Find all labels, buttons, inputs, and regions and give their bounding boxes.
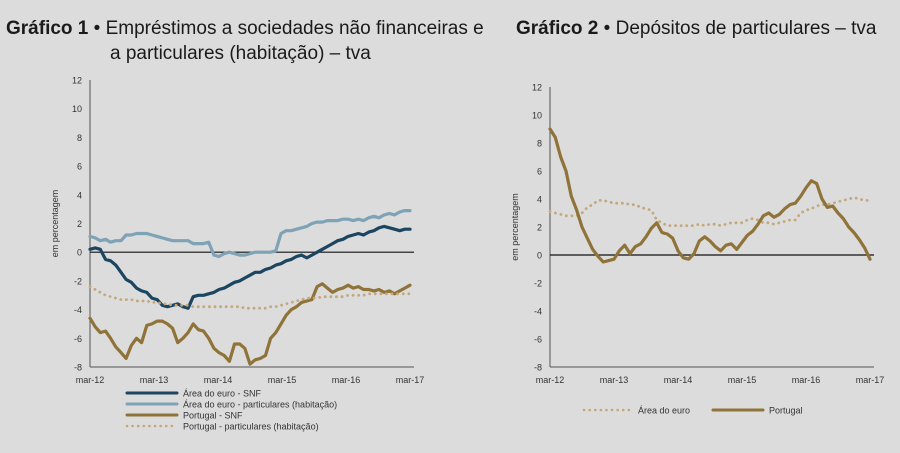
- chart-1-title-line-1: Gráfico 1 • Empréstimos a sociedades não…: [6, 18, 484, 39]
- chart-2-title-number: Gráfico 2: [516, 18, 599, 39]
- chart-1-y-tick-label: 12: [72, 76, 82, 86]
- chart-1-y-tick-label: 10: [72, 104, 82, 114]
- chart-2-x-tick-label: mar-14: [664, 375, 693, 385]
- chart-2-y-tick-label: 2: [537, 223, 542, 233]
- chart-1-x-tick-label: mar-13: [140, 375, 169, 385]
- chart-1-x-tick-label: mar-16: [332, 375, 361, 385]
- chart-1-y-tick-label: -4: [74, 305, 82, 315]
- chart-1-legend-label: Portugal - SNF: [183, 411, 243, 421]
- chart-2-y-tick-label: -6: [534, 335, 542, 345]
- chart-1-y-tick-label: 8: [77, 133, 82, 143]
- chart-2-plot: 12 10 8 6 4 2 0 -2 -4 -6 -8 mar-12 mar-13 mar-14 mar-1…: [510, 83, 885, 416]
- chart-2-title-text: Depósitos de particulares – tva: [615, 18, 877, 39]
- chart-1-series-line-2: [88, 209, 412, 259]
- chart-panel-1: Gráfico 1 • Empréstimos a sociedades não…: [6, 18, 484, 432]
- chart-2-y-tick-label: -4: [534, 307, 542, 317]
- chart-2-x-tick-label: mar-16: [792, 375, 821, 385]
- chart-1-legend-label: Portugal - particulares (habitação): [183, 422, 319, 432]
- chart-1-y-tick-label: -8: [74, 363, 82, 373]
- chart-1-x-tick-label: mar-15: [268, 375, 297, 385]
- chart-1-x-tick-label: mar-12: [76, 375, 105, 385]
- chart-2-y-tick-label: 4: [537, 195, 542, 205]
- chart-1-y-tick-label: 4: [77, 190, 82, 200]
- chart-2-legend-label: Portugal: [769, 406, 803, 416]
- chart-2-series-line-2: [548, 127, 872, 264]
- chart-1-y-tick-label: 0: [77, 248, 82, 258]
- chart-2-x-tick-label: mar-12: [536, 375, 565, 385]
- chart-2-y-tick-label: 10: [532, 111, 542, 121]
- chart-1-legend-label: Área do euro - particulares (habitação): [183, 400, 337, 410]
- chart-1-title-number: Gráfico 1: [6, 18, 89, 39]
- chart-1-series-line-4: [88, 285, 412, 310]
- chart-1-x-tick-label: mar-17: [396, 375, 425, 385]
- chart-2-y-axis-label: em percentagem: [510, 193, 520, 261]
- chart-1-legend-label: Área do euro - SNF: [183, 389, 262, 399]
- chart-2-y-tick-label: 6: [537, 167, 542, 177]
- chart-2-x-tick-label: mar-13: [600, 375, 629, 385]
- chart-2-title-line-1: Gráfico 2 • Depósitos de particulares – …: [516, 18, 877, 39]
- chart-1-series-line-1: [88, 224, 412, 310]
- chart-1-y-tick-label: 2: [77, 219, 82, 229]
- chart-2-y-tick-label: -2: [534, 279, 542, 289]
- chart-panel-2: Gráfico 2 • Depósitos de particulares – …: [460, 0, 900, 453]
- chart-2-y-tick-label: -8: [534, 363, 542, 373]
- chart-1-plot: 12 10 8 6 4 2 0 -2 -4 -6 -8 mar-12 mar-13 mar-14 mar-1…: [50, 76, 425, 432]
- chart-2-series-line-1: [548, 196, 872, 228]
- chart-1-y-tick-label: -6: [74, 334, 82, 344]
- chart-1-y-tick-label: -2: [74, 276, 82, 286]
- chart-1-title-line-2: a particulares (habitação) – tva: [110, 43, 371, 64]
- chart-1-y-axis-label: em percentagem: [50, 190, 60, 258]
- chart-2-x-tick-label: mar-17: [856, 375, 885, 385]
- chart-2-x-tick-label: mar-15: [728, 375, 757, 385]
- chart-1-x-tick-label: mar-14: [204, 375, 233, 385]
- chart-2-y-tick-label: 0: [537, 251, 542, 261]
- chart-2-y-tick-label: 8: [537, 139, 542, 149]
- chart-2-y-tick-label: 12: [532, 83, 542, 93]
- chart-1-y-tick-label: 6: [77, 162, 82, 172]
- chart-2-legend-label: Área do euro: [638, 406, 690, 416]
- chart-1-title-text: Empréstimos a sociedades não financeiras…: [105, 18, 484, 39]
- chart-1-series-line-3: [88, 282, 412, 366]
